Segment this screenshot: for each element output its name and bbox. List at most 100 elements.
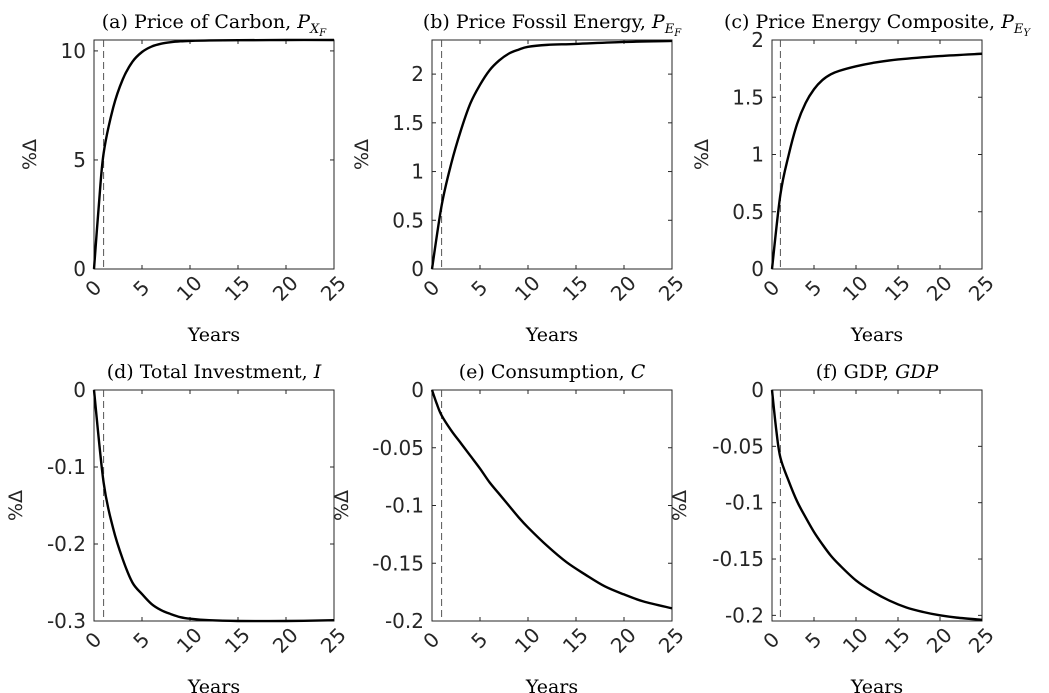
panel-title: (b) Price Fossil Energy, PEF bbox=[423, 11, 682, 39]
x-axis-label: Years bbox=[187, 676, 240, 693]
title-text: (f) GDP, bbox=[816, 361, 895, 383]
title-math: P bbox=[1000, 11, 1015, 33]
xtick-label: 15 bbox=[880, 623, 915, 658]
xtick-label: 5 bbox=[128, 275, 154, 301]
ytick-label: -0.1 bbox=[385, 494, 424, 518]
series-line bbox=[770, 52, 983, 270]
xtick-label: 0 bbox=[758, 275, 784, 301]
ytick-label: -0.05 bbox=[372, 436, 424, 460]
ytick-label: -0.1 bbox=[47, 455, 86, 479]
ytick-label: 0 bbox=[751, 378, 764, 402]
x-axis-label: Years bbox=[525, 324, 578, 346]
xtick-label: 20 bbox=[922, 271, 957, 306]
x-axis-label: Years bbox=[525, 676, 578, 693]
axes-box bbox=[771, 39, 983, 270]
xtick-label: 25 bbox=[964, 271, 999, 306]
xtick-label: 20 bbox=[268, 623, 303, 658]
axes-box bbox=[93, 39, 335, 270]
xtick-label: 0 bbox=[80, 627, 106, 653]
xtick-label: 20 bbox=[922, 623, 957, 658]
xtick-label: 25 bbox=[654, 271, 689, 306]
series-line bbox=[92, 38, 335, 270]
ytick-label: -0.05 bbox=[712, 434, 764, 458]
axes-box bbox=[771, 389, 983, 622]
title-sub: E bbox=[1013, 22, 1024, 37]
series-line bbox=[92, 389, 335, 623]
axes-box bbox=[431, 389, 673, 622]
title-sub: E bbox=[664, 22, 675, 37]
xtick-label: 25 bbox=[964, 623, 999, 658]
ytick-label: 1.5 bbox=[732, 85, 764, 109]
ytick-label: 0 bbox=[73, 378, 86, 402]
title-math: P bbox=[296, 11, 311, 33]
ytick-label: 5 bbox=[73, 148, 86, 172]
xtick-label: 5 bbox=[466, 627, 492, 653]
title-text: (d) Total Investment, bbox=[107, 361, 314, 383]
xtick-label: 15 bbox=[558, 623, 593, 658]
panel-title: (d) Total Investment, I bbox=[107, 361, 322, 383]
xtick-label: 0 bbox=[80, 275, 106, 301]
title-subsub: F bbox=[673, 28, 682, 39]
ytick-label: 0 bbox=[73, 257, 86, 281]
panel-title: (a) Price of Carbon, PXF bbox=[102, 11, 328, 39]
xtick-label: 0 bbox=[418, 275, 444, 301]
xtick-label: 5 bbox=[128, 627, 154, 653]
y-axis-label: %Δ bbox=[19, 139, 41, 170]
title-sub: X bbox=[309, 22, 320, 37]
ytick-label: 2 bbox=[751, 28, 764, 52]
title-math: I bbox=[313, 361, 322, 383]
ytick-label: -0.15 bbox=[712, 547, 764, 571]
axes-box bbox=[93, 389, 335, 622]
panel-b: 00.511.520 5 10 15 20 25(b) Price Fossil Ener… bbox=[351, 11, 689, 346]
title-math: P bbox=[651, 11, 666, 33]
ytick-label: -0.3 bbox=[47, 609, 86, 633]
xtick-label: 15 bbox=[220, 271, 255, 306]
ytick-label: 0.5 bbox=[732, 200, 764, 224]
x-axis-label: Years bbox=[850, 324, 903, 346]
ytick-label: 2 bbox=[411, 62, 424, 86]
axes-box bbox=[431, 39, 673, 270]
y-axis-label: %Δ bbox=[669, 490, 691, 521]
y-axis-label: %Δ bbox=[351, 139, 373, 170]
ytick-label: 0.5 bbox=[392, 208, 424, 232]
xtick-label: 15 bbox=[880, 271, 915, 306]
xtick-label: 10 bbox=[172, 271, 207, 306]
ytick-label: 0 bbox=[411, 257, 424, 281]
y-axis-label: %Δ bbox=[5, 490, 27, 521]
title-text: (a) Price of Carbon, bbox=[102, 11, 297, 33]
xtick-label: 20 bbox=[606, 271, 641, 306]
title-text: (e) Consumption, bbox=[459, 361, 631, 383]
ytick-label: -0.1 bbox=[725, 491, 764, 515]
series-line bbox=[430, 389, 673, 610]
xtick-label: 25 bbox=[316, 271, 351, 306]
panel-title: (f) GDP, GDP bbox=[816, 361, 940, 383]
xtick-label: 20 bbox=[268, 271, 303, 306]
ytick-label: -0.2 bbox=[47, 532, 86, 556]
xtick-label: 10 bbox=[510, 623, 545, 658]
ytick-label: 10 bbox=[61, 39, 86, 63]
ytick-label: -0.2 bbox=[725, 603, 764, 627]
ytick-label: 0 bbox=[751, 257, 764, 281]
xtick-label: 10 bbox=[838, 271, 873, 306]
xtick-label: 15 bbox=[220, 623, 255, 658]
panel-c: 00.511.520 5 10 15 20 25(c) Price Energy Comp… bbox=[691, 11, 1031, 346]
panel-title: (c) Price Energy Composite, PEY bbox=[724, 11, 1031, 39]
xtick-label: 5 bbox=[800, 275, 826, 301]
series-line bbox=[770, 389, 983, 622]
y-axis-label: %Δ bbox=[331, 490, 353, 521]
x-axis-label: Years bbox=[850, 676, 903, 693]
title-math: C bbox=[631, 361, 646, 383]
panel-title: (e) Consumption, C bbox=[459, 361, 646, 383]
title-text: (c) Price Energy Composite, bbox=[724, 11, 1001, 33]
xtick-label: 5 bbox=[466, 275, 492, 301]
xtick-label: 25 bbox=[654, 623, 689, 658]
y-axis-label: %Δ bbox=[691, 139, 713, 170]
ytick-label: 1 bbox=[411, 160, 424, 184]
xtick-label: 5 bbox=[800, 627, 826, 653]
xtick-label: 25 bbox=[316, 623, 351, 658]
panel-d: -0.3-0.2-0.100 5 10 15 20 25(d) Total Investm… bbox=[5, 361, 351, 693]
ytick-label: 0 bbox=[411, 378, 424, 402]
ytick-label: 1 bbox=[751, 143, 764, 167]
